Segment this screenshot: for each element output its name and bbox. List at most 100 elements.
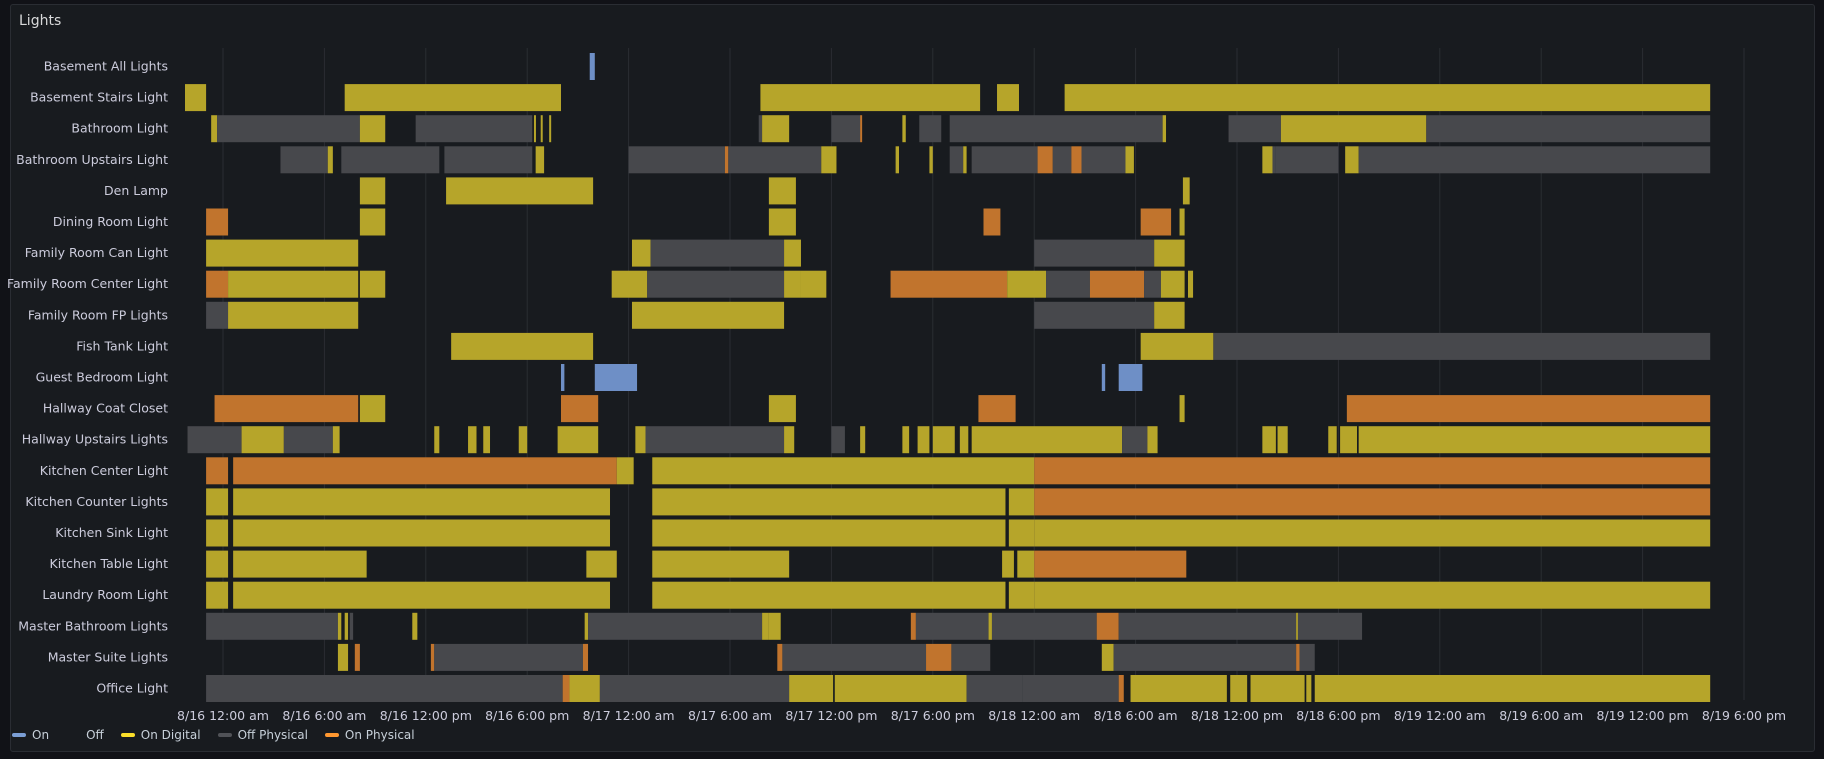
state-segment[interactable] — [430, 643, 435, 671]
state-segment[interactable] — [1277, 426, 1288, 454]
state-segment[interactable] — [1008, 488, 1035, 516]
state-segment[interactable] — [444, 146, 533, 174]
state-segment[interactable] — [1002, 550, 1014, 578]
state-segment[interactable] — [1089, 270, 1145, 298]
state-segment[interactable] — [895, 146, 899, 174]
state-segment[interactable] — [584, 612, 589, 640]
state-segment[interactable] — [1017, 550, 1035, 578]
state-segment[interactable] — [800, 270, 827, 298]
state-segment[interactable] — [206, 612, 338, 640]
state-segment[interactable] — [1358, 146, 1711, 174]
state-segment[interactable] — [724, 146, 729, 174]
state-segment[interactable] — [185, 84, 207, 112]
state-segment[interactable] — [349, 612, 354, 640]
state-segment[interactable] — [932, 426, 955, 454]
state-segment[interactable] — [1034, 457, 1711, 485]
state-segment[interactable] — [599, 675, 790, 702]
state-segment[interactable] — [451, 332, 594, 360]
state-segment[interactable] — [241, 426, 284, 454]
state-segment[interactable] — [1162, 115, 1167, 143]
state-segment[interactable] — [344, 612, 349, 640]
state-segment[interactable] — [1034, 488, 1711, 516]
state-segment[interactable] — [652, 519, 1006, 547]
state-segment[interactable] — [1034, 550, 1187, 578]
state-segment[interactable] — [359, 395, 386, 423]
state-segment[interactable] — [549, 115, 552, 143]
state-segment[interactable] — [768, 208, 796, 236]
state-segment[interactable] — [344, 84, 561, 112]
state-segment[interactable] — [206, 239, 359, 267]
state-segment[interactable] — [518, 426, 528, 454]
state-segment[interactable] — [1034, 519, 1711, 547]
state-segment[interactable] — [902, 115, 906, 143]
state-segment[interactable] — [594, 364, 638, 391]
state-segment[interactable] — [1046, 270, 1090, 298]
state-segment[interactable] — [1064, 84, 1711, 112]
state-segment[interactable] — [758, 115, 763, 143]
state-segment[interactable] — [782, 643, 927, 671]
state-segment[interactable] — [1101, 364, 1106, 391]
state-segment[interactable] — [233, 581, 611, 609]
state-segment[interactable] — [589, 53, 595, 80]
state-segment[interactable] — [959, 426, 969, 454]
state-segment[interactable] — [971, 146, 1038, 174]
state-segment[interactable] — [533, 115, 536, 143]
state-segment[interactable] — [1144, 270, 1161, 298]
state-segment[interactable] — [991, 612, 1097, 640]
state-segment[interactable] — [562, 675, 570, 702]
state-segment[interactable] — [341, 146, 440, 174]
state-segment[interactable] — [337, 612, 342, 640]
state-segment[interactable] — [1187, 270, 1194, 298]
state-segment[interactable] — [831, 426, 845, 454]
state-segment[interactable] — [1280, 115, 1427, 143]
state-segment[interactable] — [233, 550, 367, 578]
panel-title[interactable]: Lights — [19, 13, 62, 29]
state-segment[interactable] — [1346, 395, 1711, 423]
state-segment[interactable] — [1297, 612, 1363, 640]
state-segment[interactable] — [631, 239, 651, 267]
state-segment[interactable] — [1096, 612, 1119, 640]
state-segment[interactable] — [831, 115, 861, 143]
state-segment[interactable] — [1228, 115, 1281, 143]
state-segment[interactable] — [337, 643, 349, 671]
state-segment[interactable] — [540, 115, 543, 143]
state-segment[interactable] — [233, 519, 611, 547]
state-segment[interactable] — [557, 426, 599, 454]
state-segment[interactable] — [1081, 146, 1126, 174]
state-segment[interactable] — [187, 426, 242, 454]
legend-item-off[interactable]: Off — [66, 728, 104, 742]
state-segment[interactable] — [789, 675, 834, 702]
state-segment[interactable] — [1328, 426, 1337, 454]
state-segment[interactable] — [647, 270, 785, 298]
legend-item-off-physical[interactable]: Off Physical — [217, 728, 308, 742]
state-segment[interactable] — [978, 395, 1016, 423]
state-segment[interactable] — [280, 146, 328, 174]
state-segment[interactable] — [283, 426, 333, 454]
state-segment[interactable] — [1213, 332, 1711, 360]
state-segment[interactable] — [988, 612, 992, 640]
state-segment[interactable] — [569, 675, 600, 702]
state-segment[interactable] — [631, 301, 785, 329]
state-segment[interactable] — [951, 643, 991, 671]
state-segment[interactable] — [768, 177, 796, 205]
state-segment[interactable] — [582, 643, 589, 671]
state-segment[interactable] — [1140, 332, 1214, 360]
state-segment[interactable] — [535, 146, 545, 174]
state-segment[interactable] — [1118, 675, 1124, 702]
state-segment[interactable] — [1299, 643, 1315, 671]
state-segment[interactable] — [206, 457, 229, 485]
state-segment[interactable] — [966, 675, 1023, 702]
state-segment[interactable] — [1125, 146, 1134, 174]
state-segment[interactable] — [359, 270, 386, 298]
state-segment[interactable] — [1007, 270, 1047, 298]
state-segment[interactable] — [762, 115, 790, 143]
state-segment[interactable] — [777, 643, 783, 671]
state-segment[interactable] — [1275, 146, 1339, 174]
state-segment[interactable] — [206, 301, 229, 329]
state-segment[interactable] — [1262, 426, 1276, 454]
state-segment[interactable] — [1101, 643, 1114, 671]
state-segment[interactable] — [768, 612, 781, 640]
state-segment[interactable] — [919, 115, 942, 143]
state-segment[interactable] — [834, 675, 967, 702]
state-segment[interactable] — [1052, 146, 1072, 174]
